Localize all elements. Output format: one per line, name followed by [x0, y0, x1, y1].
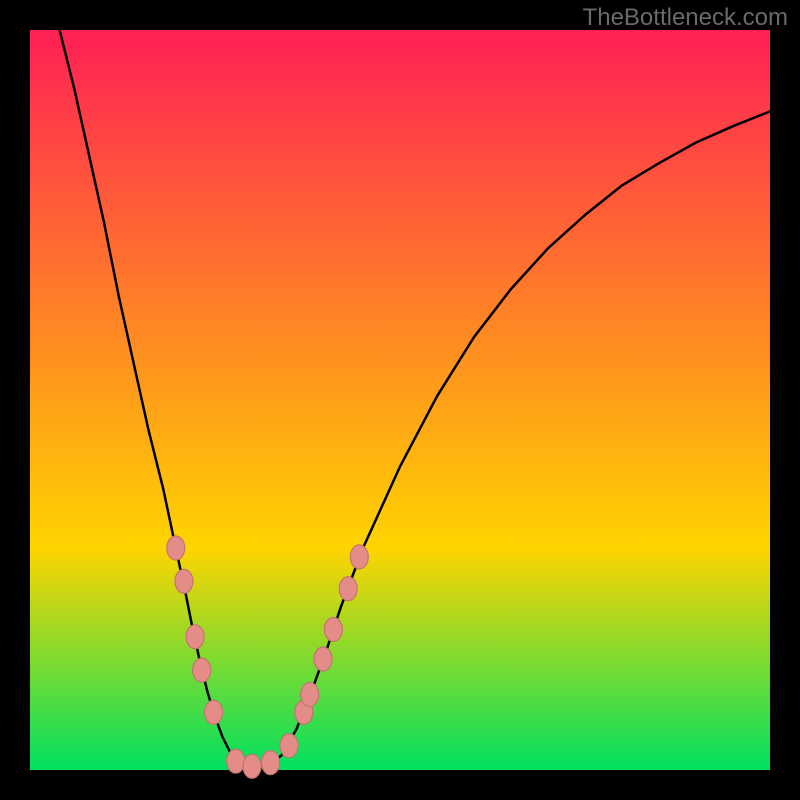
data-marker — [339, 577, 357, 601]
data-marker — [186, 625, 204, 649]
data-marker — [243, 754, 261, 778]
data-marker — [193, 658, 211, 682]
data-marker — [280, 734, 298, 758]
data-marker — [314, 647, 332, 671]
watermark-text: TheBottleneck.com — [583, 4, 788, 32]
plot-svg — [0, 0, 800, 800]
data-marker — [175, 569, 193, 593]
chart-container: TheBottleneck.com — [0, 0, 800, 800]
data-marker — [301, 683, 319, 707]
data-marker — [205, 700, 223, 724]
data-marker — [227, 749, 245, 773]
bottleneck-curve — [60, 30, 770, 770]
data-marker — [324, 617, 342, 641]
data-marker — [350, 545, 368, 569]
data-marker — [262, 751, 280, 775]
data-marker — [167, 536, 185, 560]
